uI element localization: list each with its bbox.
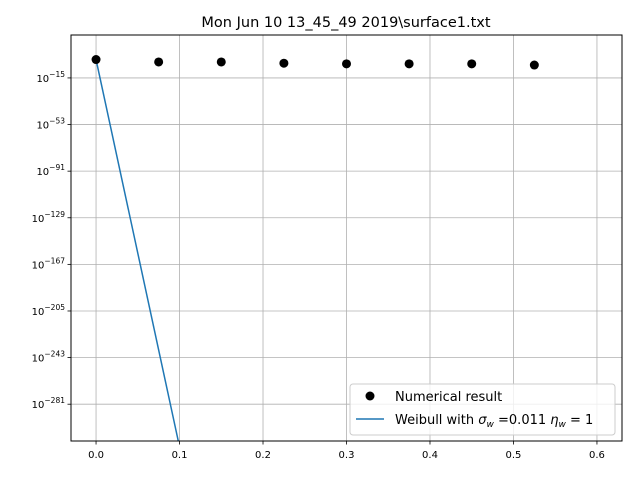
x-tick-label: 0.0: [88, 450, 104, 461]
data-point: [154, 57, 164, 67]
x-tick-label: 0.4: [422, 450, 438, 461]
y-tick-label: 10−53: [36, 117, 65, 132]
data-point: [216, 57, 226, 67]
y-tick-label: 10−167: [32, 256, 66, 271]
chart-title: Mon Jun 10 13_45_49 2019\surface1.txt: [201, 15, 490, 31]
data-point: [342, 59, 351, 69]
y-tick-label: 10−205: [32, 303, 66, 318]
x-tick-label: 0.5: [506, 450, 522, 461]
legend-label-weibull: Weibull with σw =0.011 ηw = 1: [395, 413, 593, 430]
data-point: [529, 60, 539, 70]
legend-box: [349, 383, 616, 436]
data-point: [91, 55, 101, 65]
x-tick-label: 0.1: [172, 450, 188, 461]
data-point: [404, 59, 414, 69]
y-tick-label: 10−281: [32, 396, 66, 411]
series-layer: [91, 55, 539, 441]
series-line-weibull: [95, 59, 180, 441]
x-tick-label: 0.6: [589, 450, 605, 461]
plot-frame: [70, 34, 623, 442]
data-point: [467, 59, 477, 69]
grid: [71, 35, 622, 441]
y-tick-label: 10−129: [32, 210, 66, 225]
y-tick-label: 10−243: [32, 350, 66, 365]
x-axis-ticks: 0.0 0.1 0.2 0.3 0.4 0.5 0.6: [88, 441, 605, 461]
x-tick-label: 0.3: [339, 450, 355, 461]
legend: Numerical result Weibull with σw =0.011 …: [349, 383, 616, 436]
x-tick-label: 0.2: [255, 450, 271, 461]
y-tick-label: 10−15: [36, 70, 65, 85]
legend-marker-numerical: [365, 391, 375, 401]
data-point: [279, 58, 289, 68]
y-tick-label: 10−91: [36, 163, 65, 178]
legend-label-numerical: Numerical result: [395, 390, 502, 405]
y-axis-ticks: 10−15 10−53 10−91 10−129 10−167 10−205 10−243 1…: [32, 70, 71, 411]
